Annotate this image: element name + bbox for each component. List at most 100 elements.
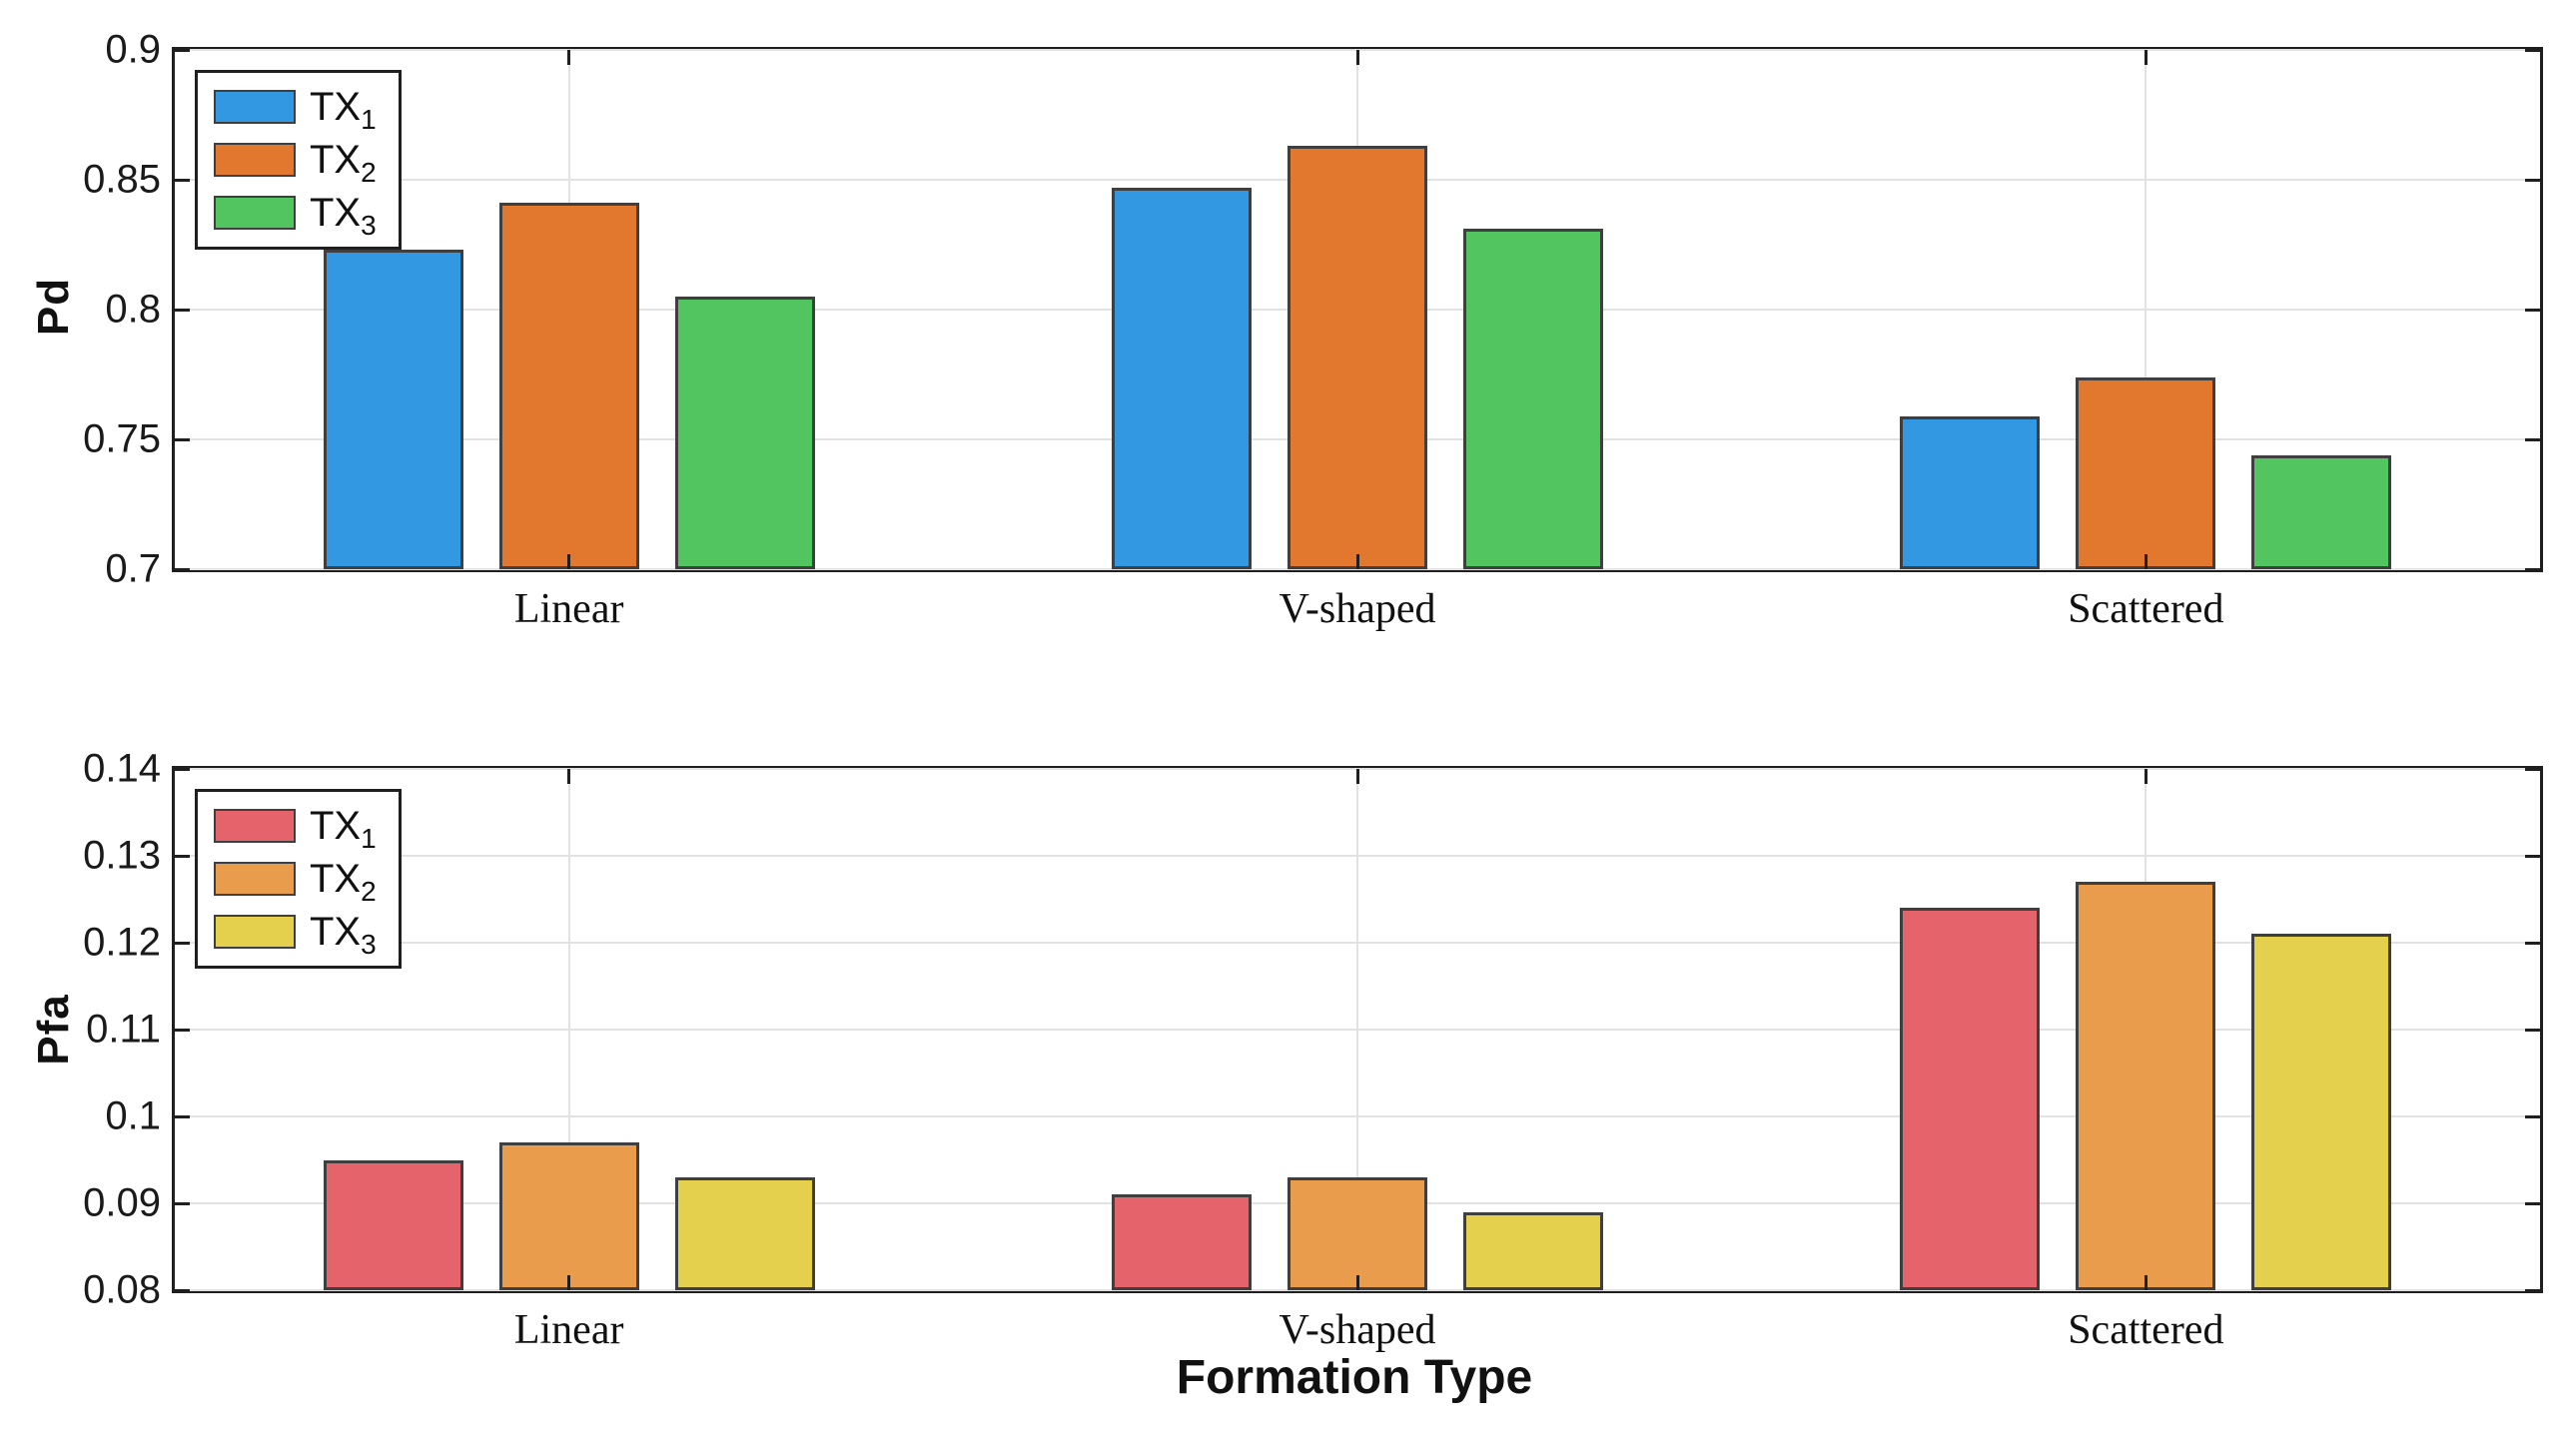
bar-TX2-Linear <box>498 1142 639 1290</box>
y-tick-label: 0.14 <box>83 746 161 791</box>
pd-axis-ylabel: Pd <box>29 277 78 337</box>
y-tick-mark-right <box>2525 308 2540 312</box>
y-tick-mark-right <box>2525 1288 2540 1292</box>
bar-TX2-Linear <box>498 203 639 569</box>
bar-TX3-Scattered <box>2251 454 2392 569</box>
y-gridline <box>175 1289 2540 1291</box>
pfa-chart-legend: TX1 TX2 TX3 <box>195 789 402 969</box>
pfa-axis-ylabel: Pfa <box>29 994 78 1066</box>
y-gridline <box>175 568 2540 570</box>
x-tick-mark-bottom <box>1355 1275 1359 1290</box>
x-tick-mark-bottom <box>567 1275 571 1290</box>
y-tick-mark-right <box>2525 1028 2540 1032</box>
y-tick-label: 0.9 <box>105 27 161 72</box>
x-gridline <box>1356 769 1358 1290</box>
legend-item-TX3: TX3 <box>214 191 377 241</box>
y-tick-label: 0.1 <box>105 1093 161 1138</box>
y-tick-mark-right <box>2525 1201 2540 1205</box>
y-tick-mark-right <box>2525 437 2540 441</box>
legend-swatch-TX1 <box>214 809 296 843</box>
bar-TX1-Scattered <box>1900 908 2041 1290</box>
x-tick-mark-top <box>567 769 571 784</box>
bar-TX2-Scattered <box>2076 376 2216 569</box>
y-tick-mark-right <box>2525 178 2540 182</box>
pfa-chart-plot-area: TX1 TX2 TX3 0.08 0.09 0.1 0.11 0.12 0.13 0.14 Lin… <box>83 747 2543 1353</box>
x-gridline <box>567 769 570 1290</box>
bar-TX3-Linear <box>674 297 815 569</box>
bar-TX1-V-shaped <box>1112 187 1252 569</box>
y-tick-mark-right <box>2525 1114 2540 1118</box>
x-category-label: V-shaped <box>1279 1307 1436 1353</box>
y-tick-mark-left <box>175 178 190 182</box>
legend-label-TX1: TX1 <box>310 85 377 135</box>
y-tick-label: 0.75 <box>83 416 161 461</box>
bar-TX2-V-shaped <box>1288 1176 1427 1290</box>
pd-chart-legend: TX1 TX2 TX3 <box>195 70 402 250</box>
bar-TX3-V-shaped <box>1463 1211 1603 1290</box>
legend-label-TX2: TX2 <box>310 857 377 907</box>
legend-item-TX3: TX3 <box>214 910 377 960</box>
y-tick-mark-left <box>175 854 190 858</box>
x-tick-mark-top <box>567 50 571 65</box>
bar-TX2-V-shaped <box>1288 146 1427 569</box>
y-tick-mark-right <box>2525 854 2540 858</box>
legend-swatch-TX3 <box>214 915 296 949</box>
y-tick-label: 0.8 <box>105 287 161 332</box>
x-tick-mark-top <box>2144 50 2147 65</box>
y-tick-label: 0.13 <box>83 833 161 878</box>
y-tick-mark-right <box>2525 48 2540 52</box>
y-tick-mark-left <box>175 48 190 52</box>
x-tick-mark-top <box>1355 50 1359 65</box>
legend-label-TX2: TX2 <box>310 138 377 188</box>
y-tick-mark-left <box>175 1028 190 1032</box>
y-tick-mark-left <box>175 767 190 771</box>
x-category-label: Scattered <box>2068 586 2224 632</box>
legend-label-TX3: TX3 <box>310 191 377 241</box>
y-tick-mark-right <box>2525 567 2540 571</box>
x-tick-mark-top <box>1355 769 1359 784</box>
bar-TX3-V-shaped <box>1463 229 1603 569</box>
y-tick-label: 0.09 <box>83 1180 161 1225</box>
y-tick-mark-left <box>175 308 190 312</box>
bar-TX2-Scattered <box>2076 882 2216 1290</box>
y-tick-label: 0.7 <box>105 546 161 591</box>
bar-TX1-V-shaped <box>1112 1194 1252 1290</box>
legend-label-TX3: TX3 <box>310 910 377 960</box>
x-category-label: V-shaped <box>1279 586 1436 632</box>
bar-TX1-Scattered <box>1900 415 2041 569</box>
x-category-label: Scattered <box>2068 1307 2224 1353</box>
y-tick-mark-left <box>175 1201 190 1205</box>
y-tick-label: 0.85 <box>83 157 161 202</box>
legend-label-TX1: TX1 <box>310 804 377 854</box>
legend-swatch-TX2 <box>214 862 296 896</box>
bar-TX1-Linear <box>323 1159 463 1290</box>
x-category-label: Linear <box>513 586 624 632</box>
y-tick-mark-left <box>175 941 190 945</box>
bar-TX1-Linear <box>323 250 463 569</box>
x-tick-mark-bottom <box>2144 554 2147 569</box>
x-tick-mark-bottom <box>567 554 571 569</box>
x-category-label: Linear <box>513 1307 624 1353</box>
y-tick-mark-left <box>175 567 190 571</box>
pd-chart-plot-area: TX1 TX2 TX3 0.7 0.75 0.8 0.85 0.9 Linear V-shape… <box>83 28 2543 632</box>
y-tick-mark-right <box>2525 941 2540 945</box>
x-tick-mark-top <box>2144 769 2147 784</box>
x-tick-mark-bottom <box>2144 1275 2147 1290</box>
legend-item-TX2: TX2 <box>214 138 377 188</box>
x-tick-mark-bottom <box>1355 554 1359 569</box>
legend-swatch-TX1 <box>214 90 296 124</box>
y-tick-mark-right <box>2525 767 2540 771</box>
y-tick-label: 0.08 <box>83 1267 161 1312</box>
y-tick-mark-left <box>175 1288 190 1292</box>
formation-type-xlabel: Formation Type <box>1176 1351 1533 1404</box>
legend-swatch-TX3 <box>214 196 296 230</box>
y-tick-label: 0.12 <box>83 920 161 965</box>
y-tick-label: 0.11 <box>86 1007 161 1052</box>
legend-item-TX2: TX2 <box>214 857 377 907</box>
y-tick-mark-left <box>175 1114 190 1118</box>
legend-item-TX1: TX1 <box>214 804 377 854</box>
legend-item-TX1: TX1 <box>214 85 377 135</box>
bar-TX3-Scattered <box>2251 934 2392 1290</box>
bar-TX3-Linear <box>674 1176 815 1290</box>
